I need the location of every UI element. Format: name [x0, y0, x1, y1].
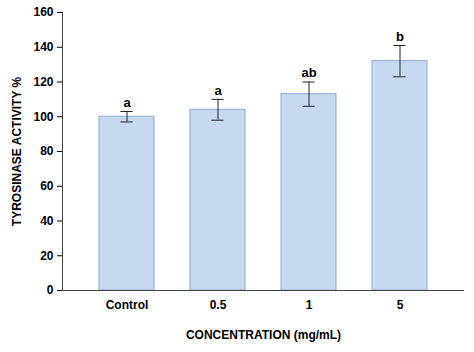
svg-text:0.5: 0.5: [210, 298, 227, 312]
svg-text:a: a: [123, 95, 131, 110]
svg-text:140: 140: [33, 40, 53, 54]
svg-text:20: 20: [40, 249, 54, 263]
svg-text:80: 80: [40, 144, 54, 158]
svg-text:100: 100: [33, 110, 53, 124]
svg-text:CONCENTRATION (mg/mL): CONCENTRATION (mg/mL): [186, 328, 341, 342]
svg-text:b: b: [396, 29, 404, 44]
svg-text:ab: ab: [301, 65, 316, 80]
svg-text:160: 160: [33, 5, 53, 19]
svg-text:1: 1: [306, 298, 313, 312]
svg-text:Control: Control: [106, 298, 149, 312]
svg-text:5: 5: [397, 298, 404, 312]
svg-text:TYROSINASE ACTIVITY %: TYROSINASE ACTIVITY %: [10, 76, 24, 226]
svg-text:60: 60: [40, 179, 54, 193]
svg-text:40: 40: [40, 214, 54, 228]
svg-text:120: 120: [33, 75, 53, 89]
svg-text:0: 0: [47, 283, 54, 297]
svg-text:a: a: [214, 83, 222, 98]
